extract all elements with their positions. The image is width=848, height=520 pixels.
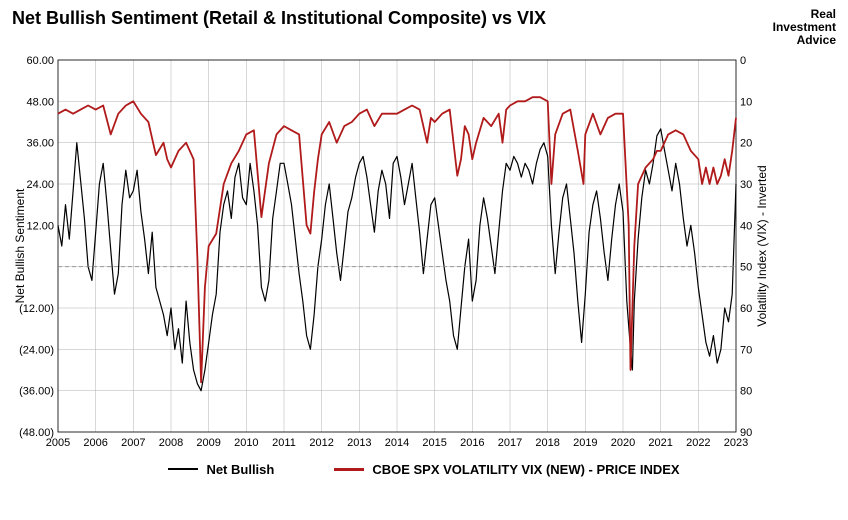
- svg-text:Net Bullish Sentiment: Net Bullish Sentiment: [13, 188, 27, 303]
- legend-item-net-bullish: Net Bullish: [168, 462, 274, 477]
- svg-text:36.00: 36.00: [26, 137, 54, 149]
- svg-text:0: 0: [740, 55, 746, 67]
- svg-text:2005: 2005: [46, 437, 70, 449]
- svg-text:2017: 2017: [498, 437, 522, 449]
- legend-swatch-vix: [334, 468, 364, 471]
- svg-text:48.00: 48.00: [26, 96, 54, 108]
- svg-text:2008: 2008: [159, 437, 183, 449]
- svg-text:80: 80: [740, 385, 752, 397]
- svg-text:40: 40: [740, 220, 752, 232]
- svg-text:2016: 2016: [460, 437, 484, 449]
- logo-line3: Advice: [773, 34, 836, 47]
- svg-text:(12.00): (12.00): [19, 303, 54, 315]
- legend-label-net-bullish: Net Bullish: [206, 462, 274, 477]
- svg-text:2014: 2014: [385, 437, 409, 449]
- svg-text:50: 50: [740, 261, 752, 273]
- svg-text:2018: 2018: [535, 437, 559, 449]
- svg-text:2010: 2010: [234, 437, 258, 449]
- svg-text:60: 60: [740, 303, 752, 315]
- svg-text:2022: 2022: [686, 437, 710, 449]
- svg-text:2007: 2007: [121, 437, 145, 449]
- svg-text:70: 70: [740, 344, 752, 356]
- svg-text:20: 20: [740, 137, 752, 149]
- svg-text:2006: 2006: [83, 437, 107, 449]
- svg-text:2009: 2009: [196, 437, 220, 449]
- svg-text:24.00: 24.00: [26, 179, 54, 191]
- svg-text:Volatility Index (VIX) - Inver: Volatility Index (VIX) - Inverted: [755, 165, 769, 326]
- svg-text:2021: 2021: [648, 437, 672, 449]
- svg-text:2013: 2013: [347, 437, 371, 449]
- title-row: Net Bullish Sentiment (Retail & Institut…: [12, 8, 836, 48]
- svg-text:2011: 2011: [272, 437, 296, 449]
- svg-text:2019: 2019: [573, 437, 597, 449]
- chart-title: Net Bullish Sentiment (Retail & Institut…: [12, 8, 546, 29]
- svg-text:2015: 2015: [422, 437, 446, 449]
- svg-text:(36.00): (36.00): [19, 385, 54, 397]
- logo: Real Investment Advice: [773, 8, 836, 48]
- chart-svg: 60.00 48.00 36.00 24.00 12.00 (12.00) (24.00) (…: [12, 54, 772, 454]
- legend-label-vix: CBOE SPX VOLATILITY VIX (NEW) - PRICE IN…: [372, 462, 679, 477]
- svg-text:2020: 2020: [611, 437, 635, 449]
- svg-text:60.00: 60.00: [26, 55, 54, 67]
- chart-container: Net Bullish Sentiment (Retail & Institut…: [12, 8, 836, 512]
- plot-wrapper: 60.00 48.00 36.00 24.00 12.00 (12.00) (24.00) (…: [12, 54, 836, 454]
- svg-text:2012: 2012: [309, 437, 333, 449]
- legend-swatch-net-bullish: [168, 468, 198, 470]
- svg-text:30: 30: [740, 179, 752, 191]
- legend: Net Bullish CBOE SPX VOLATILITY VIX (NEW…: [12, 462, 836, 477]
- svg-text:2023: 2023: [724, 437, 748, 449]
- svg-text:(24.00): (24.00): [19, 344, 54, 356]
- legend-item-vix: CBOE SPX VOLATILITY VIX (NEW) - PRICE IN…: [334, 462, 679, 477]
- svg-text:10: 10: [740, 96, 752, 108]
- svg-text:12.00: 12.00: [26, 220, 54, 232]
